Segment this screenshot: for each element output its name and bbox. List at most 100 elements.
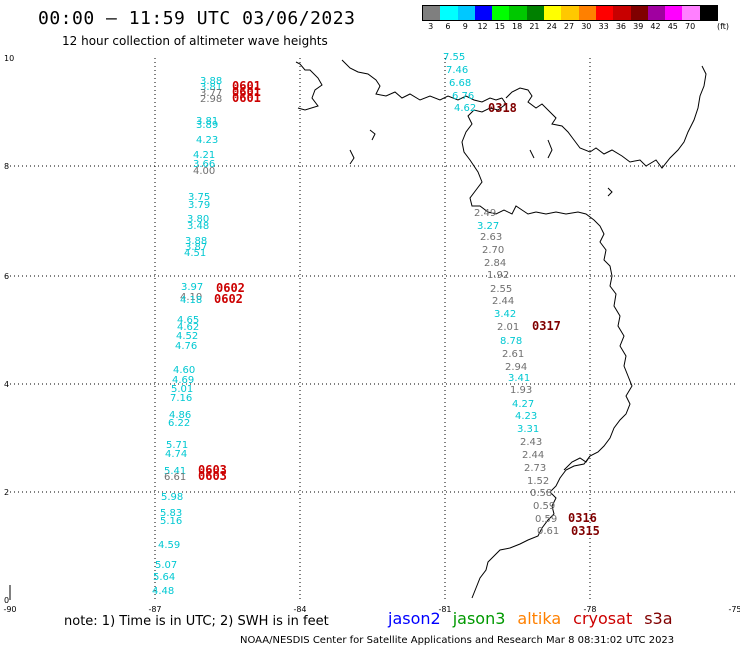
wave-height-value: 8.78	[500, 336, 522, 347]
wave-height-value: 1.52	[527, 476, 549, 487]
wave-height-value: 4.60	[173, 365, 195, 376]
colorbar-label: 30	[581, 22, 592, 31]
colorbar-label: 15	[494, 22, 505, 31]
legend-cryosat: cryosat	[573, 609, 633, 628]
colorbar-swatch	[699, 6, 718, 20]
page-subtitle: 12 hour collection of altimeter wave hei…	[62, 34, 328, 48]
wave-height-value: 3.48	[187, 221, 209, 232]
wave-height-value: 2.55	[490, 284, 512, 295]
wave-height-value: 3.89	[196, 120, 218, 131]
legend-s3a: s3a	[644, 609, 673, 628]
wave-height-value: 6.22	[168, 418, 190, 429]
wave-height-value: 4.62	[454, 103, 476, 114]
colorbar-label: 39	[633, 22, 644, 31]
wave-height-value: 7.55	[443, 52, 465, 63]
colorbar-label: 36	[615, 22, 626, 31]
wave-height-value: 3.77	[200, 88, 222, 99]
wave-height-value: 6.76	[452, 91, 474, 102]
colorbar-label: 33	[598, 22, 609, 31]
colorbar-label: 24	[546, 22, 557, 31]
pass-time-label: 0603	[198, 463, 227, 477]
colorbar-swatch	[492, 6, 510, 20]
y-tick-label: 8	[4, 162, 9, 171]
colorbar-swatch	[474, 6, 493, 20]
colorbar-swatch	[665, 6, 683, 20]
x-tick-label: -78	[583, 605, 596, 614]
wave-height-value: 4.00	[193, 166, 215, 177]
wave-height-value: 4.48	[152, 586, 174, 597]
wave-height-value: 3.66	[193, 159, 215, 170]
wave-height-value: 2.44	[522, 450, 544, 461]
colorbar-unit: (ft)	[717, 22, 730, 31]
colorbar-swatch	[682, 6, 700, 20]
wave-height-value: 2.01	[497, 322, 519, 333]
pass-time-label: 0603	[198, 469, 227, 483]
y-tick-label: 0	[4, 596, 9, 605]
colorbar-swatch	[595, 6, 614, 20]
x-tick-label: -81	[438, 605, 451, 614]
wave-height-value: 4.18	[180, 295, 202, 306]
colorbar-swatch	[647, 6, 666, 20]
pass-time-label: 0315	[571, 524, 600, 538]
wave-height-value: 5.01	[171, 384, 193, 395]
colorbar-label: 42	[650, 22, 661, 31]
wave-height-value: 5.16	[160, 516, 182, 527]
pass-time-label: 0601	[232, 85, 261, 99]
wave-height-value: 6.68	[449, 78, 471, 89]
x-tick-label: -87	[148, 605, 161, 614]
satellite-legend: jason2 jason3 altika cryosat s3a	[388, 609, 673, 628]
wave-height-value: 4.76	[175, 341, 197, 352]
wave-height-value: 3.79	[188, 200, 210, 211]
wave-height-value: 4.52	[176, 331, 198, 342]
colorbar-swatch	[526, 6, 545, 20]
wave-height-value: 0.58	[530, 488, 552, 499]
x-tick-label: -84	[293, 605, 306, 614]
map-grid: -90 -87 -84 -81 -78 -75 10 8 6 4 2 0	[3, 54, 740, 614]
y-tick-label: 2	[4, 488, 9, 497]
y-tick-label: 6	[4, 272, 9, 281]
wave-height-value: 4.51	[184, 248, 206, 259]
wave-height-value: 4.23	[196, 135, 218, 146]
wave-height-value: 7.16	[170, 393, 192, 404]
wave-height-colorbar	[422, 5, 719, 21]
wave-height-value: 3.87	[185, 242, 207, 253]
colorbar-swatch	[630, 6, 648, 20]
wave-height-value: 5.64	[153, 572, 175, 583]
wave-height-value: 3.81	[200, 82, 222, 93]
wave-height-value: 3.80	[187, 214, 209, 225]
wave-height-value: 2.44	[492, 296, 514, 307]
wave-height-value: 0.59	[535, 514, 557, 525]
colorbar-swatch	[440, 6, 458, 20]
page-title: 00:00 – 11:59 UTC 03/06/2023	[38, 8, 356, 29]
wave-height-value: 7.46	[446, 65, 468, 76]
colorbar-label: 9	[462, 22, 468, 31]
wave-height-value: 2.61	[502, 349, 524, 360]
colorbar-swatch	[613, 6, 631, 20]
colorbar-swatch	[423, 6, 441, 20]
wave-height-value: 2.49	[474, 208, 496, 219]
pass-time-label: 0602	[214, 292, 243, 306]
wave-height-value: 5.98	[161, 492, 183, 503]
wave-height-value: 0.61	[537, 526, 559, 537]
wave-height-value: 4.74	[165, 449, 187, 460]
wave-height-value: 2.70	[482, 245, 504, 256]
wave-height-value: 4.86	[169, 410, 191, 421]
wave-height-value: 4.65	[177, 315, 199, 326]
wave-height-value: 4.23	[515, 411, 537, 422]
colorbar-label: 3	[428, 22, 434, 31]
colorbar-label: 27	[563, 22, 575, 31]
wave-height-value: 2.94	[505, 362, 527, 373]
wave-height-value: 3.42	[494, 309, 516, 320]
wave-height-value: 3.31	[517, 424, 539, 435]
wave-height-value: 6.61	[164, 472, 186, 483]
wave-height-value: 2.63	[480, 232, 502, 243]
x-tick-label: -75	[728, 605, 740, 614]
pass-time-label: 0316	[568, 511, 597, 525]
colorbar-swatch	[561, 6, 579, 20]
wave-height-value: 3.75	[188, 192, 210, 203]
y-tick-label: 10	[4, 54, 14, 63]
wave-height-value: 3.97	[181, 282, 203, 293]
colorbar-swatch	[578, 6, 596, 20]
wave-height-value: 2.43	[520, 437, 542, 448]
